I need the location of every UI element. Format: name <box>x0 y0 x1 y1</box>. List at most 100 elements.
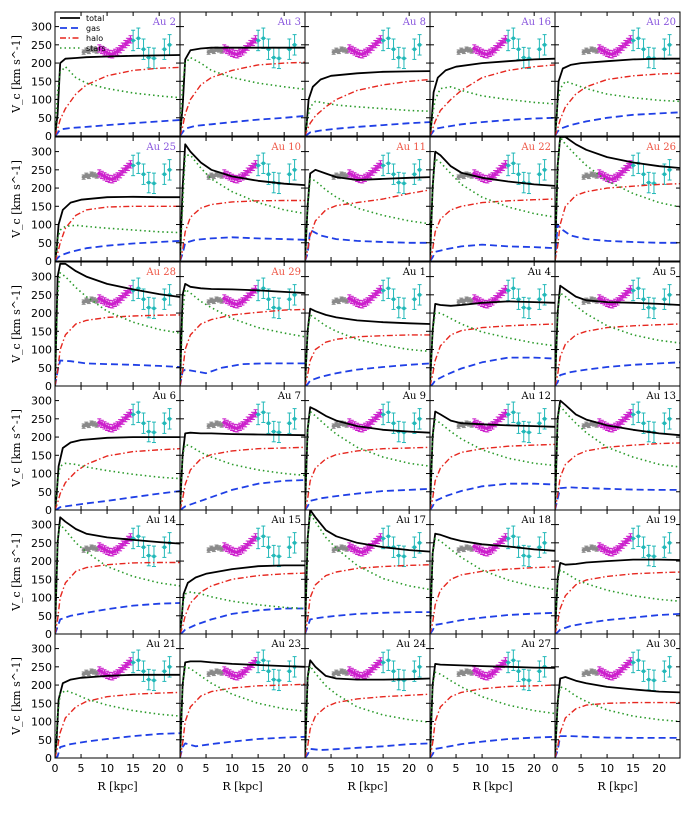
panel-title: Au 17 <box>395 515 426 526</box>
curve-stars <box>430 158 555 261</box>
obs-point-grey <box>87 423 91 428</box>
obs-point-magenta <box>615 547 620 552</box>
obs-point-cyan <box>662 172 667 176</box>
obs-point-cyan <box>287 545 292 549</box>
y-tick-label: 150 <box>31 75 52 88</box>
obs-point-magenta <box>123 664 128 668</box>
obs-point-magenta <box>498 167 503 171</box>
obs-point-magenta <box>115 423 120 428</box>
obs-point-cyan <box>141 47 146 51</box>
obs-point-cyan <box>136 410 141 415</box>
y-tick-label: 0 <box>45 752 52 765</box>
obs-point-cyan <box>271 429 276 434</box>
panel: 0 5 10 15 20 R [kpc] Au 27 <box>427 633 556 793</box>
panel-title: Au 4 <box>527 267 551 278</box>
obs-point-cyan <box>386 36 391 41</box>
curve-total <box>305 510 430 634</box>
y-tick-label: 0 <box>45 504 52 517</box>
panel: Au 20 <box>554 11 681 137</box>
obs-point-magenta <box>490 49 495 54</box>
obs-point-grey <box>212 671 216 676</box>
obs-point-magenta <box>248 42 253 46</box>
panel-plot-area <box>180 143 305 261</box>
y-tick-label: 100 <box>31 468 52 481</box>
obs-point-cyan <box>402 554 406 559</box>
y-tick-label: 150 <box>31 697 52 710</box>
obs-point-grey <box>462 49 466 54</box>
obs-point-cyan <box>417 168 422 172</box>
panel: Au 15 <box>179 509 306 635</box>
y-axis-label: V_c [km s^-1] <box>10 533 23 612</box>
curve-total <box>430 57 555 136</box>
panel: Au 19 <box>554 509 681 635</box>
obs-point-cyan <box>287 669 292 673</box>
curve-gas <box>180 607 305 634</box>
obs-point-cyan <box>391 421 396 426</box>
obs-point-magenta <box>373 167 378 171</box>
curve-stars <box>55 689 180 758</box>
obs-point-magenta <box>115 547 120 552</box>
curve-halo <box>180 308 305 386</box>
x-tick-label: 15 <box>501 762 515 775</box>
panel: Au 17 <box>304 509 431 635</box>
obs-point-cyan <box>386 286 391 291</box>
panel: Au 4 <box>429 261 556 387</box>
curve-gas <box>555 735 680 758</box>
obs-point-cyan <box>381 38 385 43</box>
obs-point-magenta <box>123 292 128 296</box>
panel-plot-area <box>305 152 430 261</box>
curve-total <box>180 431 305 510</box>
obs-point-grey <box>81 175 86 179</box>
obs-point-cyan <box>412 47 417 51</box>
curve-stars <box>180 443 305 510</box>
obs-point-cyan <box>662 47 667 51</box>
x-tick-label: 20 <box>527 762 541 775</box>
obs-point-magenta <box>623 42 628 46</box>
panel-title: Au 27 <box>520 639 551 650</box>
obs-point-magenta <box>498 540 503 544</box>
panel: Au 22 <box>429 136 556 262</box>
curve-gas <box>430 611 555 634</box>
y-tick-label: 200 <box>31 182 52 195</box>
obs-point-cyan <box>136 286 141 291</box>
obs-point-cyan <box>277 678 281 683</box>
obs-point-magenta <box>373 540 378 544</box>
obs-point-cyan <box>506 38 510 43</box>
obs-point-grey <box>462 547 466 552</box>
panel-plot-area <box>55 152 180 261</box>
obs-point-cyan <box>271 677 276 682</box>
obs-point-magenta <box>240 299 245 304</box>
obs-point-cyan <box>412 421 417 426</box>
curve-stars <box>305 178 430 261</box>
obs-point-cyan <box>636 36 641 41</box>
curve-total <box>555 399 680 510</box>
curve-total <box>55 516 180 634</box>
obs-point-cyan <box>146 305 151 310</box>
obs-point-cyan <box>386 161 391 166</box>
obs-point-cyan <box>646 553 651 558</box>
obs-point-cyan <box>256 163 260 168</box>
panel-plot-area <box>305 510 430 634</box>
obs-point-grey <box>87 49 91 54</box>
obs-point-cyan <box>167 417 172 421</box>
obs-point-grey <box>587 49 591 54</box>
curve-halo <box>305 189 430 261</box>
curve-stars <box>305 665 430 758</box>
obs-point-magenta <box>115 299 120 304</box>
curve-stars <box>55 224 180 261</box>
panel-title: Au 3 <box>277 17 301 28</box>
curve-total <box>55 262 180 386</box>
obs-point-cyan <box>292 293 297 297</box>
panel-plot-area <box>180 649 305 758</box>
y-tick-label: 250 <box>31 537 52 550</box>
obs-point-cyan <box>537 545 542 549</box>
panel: 0 50 100 150 200 250 300 V_c [km s^-1] Au 25 <box>10 136 181 268</box>
curve-gas <box>305 742 430 758</box>
panel-plot-area <box>55 401 180 510</box>
curve-halo <box>305 334 430 386</box>
obs-point-magenta <box>123 42 128 46</box>
obs-point-cyan <box>152 678 156 683</box>
y-tick-label: 50 <box>38 610 52 623</box>
obs-point-cyan <box>537 47 542 51</box>
